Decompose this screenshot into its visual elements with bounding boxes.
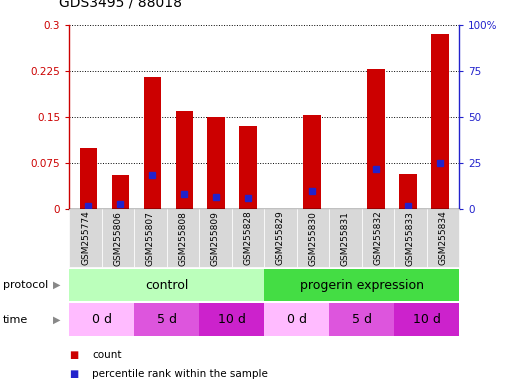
Text: GSM255832: GSM255832	[373, 211, 382, 265]
Text: control: control	[145, 279, 188, 291]
Text: 5 d: 5 d	[157, 313, 176, 326]
Text: ▶: ▶	[53, 314, 60, 325]
Bar	[431, 34, 449, 209]
Bar	[80, 148, 97, 209]
Bar	[175, 111, 193, 209]
Text: GSM255806: GSM255806	[113, 211, 123, 265]
Text: 5 d: 5 d	[352, 313, 371, 326]
Text: GDS3495 / 88018: GDS3495 / 88018	[59, 0, 182, 10]
Bar	[367, 69, 385, 209]
Bar	[399, 174, 417, 209]
Bar	[144, 77, 161, 209]
Text: GSM255833: GSM255833	[406, 211, 415, 265]
Text: time: time	[3, 314, 28, 325]
Bar	[329, 303, 394, 336]
Text: ▶: ▶	[53, 280, 60, 290]
Bar	[240, 126, 257, 209]
Text: 10 d: 10 d	[218, 313, 246, 326]
Text: 0 d: 0 d	[287, 313, 307, 326]
Text: 10 d: 10 d	[412, 313, 441, 326]
Text: GSM255830: GSM255830	[308, 211, 318, 265]
Text: GSM255829: GSM255829	[276, 211, 285, 265]
Bar	[69, 269, 264, 301]
Text: progerin expression: progerin expression	[300, 279, 424, 291]
Bar	[264, 303, 329, 336]
Text: count: count	[92, 350, 122, 360]
Bar	[134, 303, 199, 336]
Text: percentile rank within the sample: percentile rank within the sample	[92, 369, 268, 379]
Bar	[264, 269, 459, 301]
Text: GSM255808: GSM255808	[179, 211, 187, 265]
Text: GSM255831: GSM255831	[341, 211, 350, 265]
Text: GSM255807: GSM255807	[146, 211, 155, 265]
Text: GSM255809: GSM255809	[211, 211, 220, 265]
Text: 0 d: 0 d	[92, 313, 112, 326]
Text: GSM255774: GSM255774	[81, 211, 90, 265]
Bar	[394, 303, 459, 336]
Text: protocol: protocol	[3, 280, 48, 290]
Text: GSM255834: GSM255834	[439, 211, 447, 265]
Text: ■: ■	[69, 350, 78, 360]
Text: GSM255828: GSM255828	[244, 211, 252, 265]
Bar	[199, 303, 264, 336]
Bar	[303, 115, 321, 209]
Bar	[69, 303, 134, 336]
Bar	[207, 117, 225, 209]
Bar	[112, 175, 129, 209]
Text: ■: ■	[69, 369, 78, 379]
